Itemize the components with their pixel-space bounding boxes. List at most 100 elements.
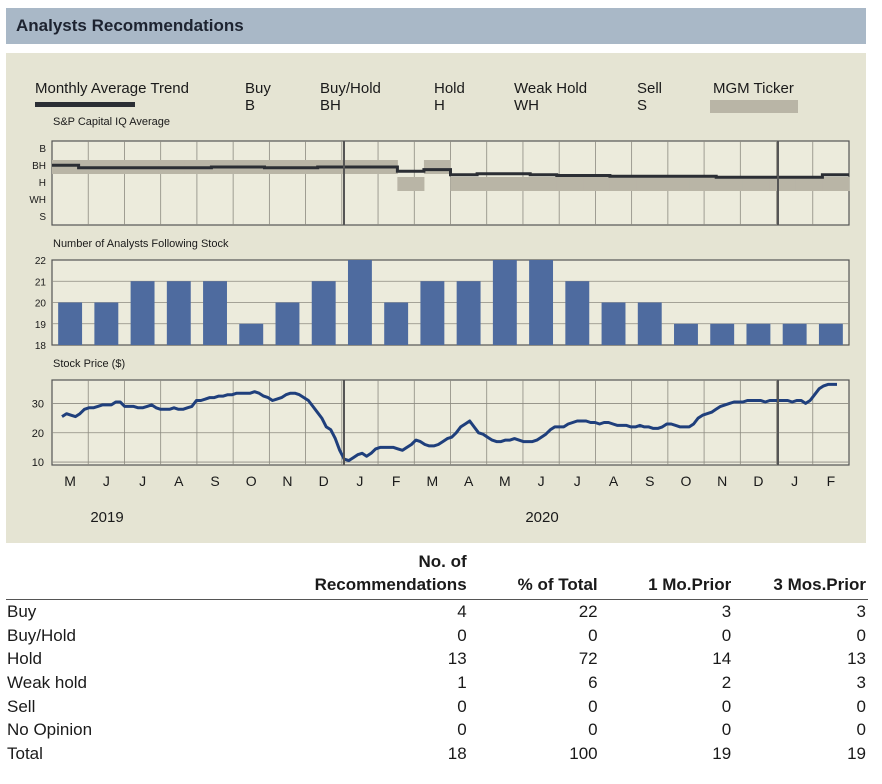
- ticker-band-segment: [716, 177, 744, 191]
- table-row: Sell 0 0 0 0: [6, 694, 868, 718]
- recommendations-table: No. of Recommendations % of Total 1 Mo.Pr…: [6, 550, 868, 765]
- analyst-count-bar: [492, 260, 517, 345]
- rating-y-label: B: [39, 144, 46, 155]
- month-label: F: [827, 473, 836, 489]
- row-prior1: 0: [721, 696, 732, 716]
- ticker-band-segment: [795, 177, 823, 191]
- legend-weak-hold-name: Weak Hold: [514, 80, 588, 97]
- bar-y-tick: 20: [35, 299, 47, 310]
- rating-trend-line: [52, 163, 849, 179]
- analyst-count-bar: [637, 302, 662, 345]
- table-header-prior3: 3 Mos.Prior: [773, 575, 866, 594]
- legend-buy-abbr: B: [245, 97, 256, 114]
- ticker-band-segment: [742, 177, 770, 191]
- row-pct: 22: [578, 602, 598, 622]
- month-label: N: [717, 473, 727, 489]
- ticker-band-segment: [663, 177, 691, 191]
- month-label: S: [210, 473, 219, 489]
- row-prior1: 19: [712, 743, 732, 763]
- row-prior1: 0: [721, 720, 732, 740]
- analyst-count-bar: [94, 302, 119, 345]
- row-count: 0: [457, 625, 467, 645]
- row-prior1: 14: [712, 649, 732, 669]
- table-header-blank: [6, 550, 303, 600]
- month-label: N: [282, 473, 292, 489]
- rating-chart: B BH H WH S: [29, 140, 850, 226]
- bar-y-tick: 22: [35, 256, 47, 267]
- bar-y-tick: 19: [35, 320, 47, 331]
- rating-y-label: WH: [29, 195, 46, 206]
- month-label: M: [499, 473, 511, 489]
- legend-buy-hold: Buy/Hold BH: [320, 80, 381, 114]
- legend-ticker-label: MGM Ticker: [713, 80, 794, 97]
- price-y-tick: 10: [32, 457, 44, 469]
- month-label: A: [464, 473, 474, 489]
- row-pct: 0: [588, 625, 598, 645]
- row-count: 1: [457, 673, 467, 693]
- legend-buy-hold-name: Buy/Hold: [320, 80, 381, 97]
- section-header: Analysts Recommendations: [6, 8, 866, 44]
- legend-sell: Sell S: [637, 80, 662, 114]
- analyst-count-bar: [311, 281, 336, 345]
- month-label: F: [392, 473, 401, 489]
- legend-sell-name: Sell: [637, 80, 663, 97]
- row-prior3: 3: [856, 673, 866, 693]
- analyst-count-bar: [818, 323, 843, 345]
- month-label: J: [139, 473, 146, 489]
- analysts-chart-title: Number of Analysts Following Stock: [53, 238, 229, 250]
- section-title: Analysts Recommendations: [16, 16, 244, 35]
- row-prior3: 0: [856, 625, 866, 645]
- year-label-2019: 2019: [90, 509, 123, 526]
- row-count: 0: [457, 720, 467, 740]
- row-prior3: 0: [856, 696, 866, 716]
- table-row: Total 18 100 19 19: [6, 742, 868, 766]
- ticker-band-segment: [503, 177, 531, 191]
- month-label: O: [246, 473, 257, 489]
- row-prior3: 13: [847, 649, 866, 669]
- ticker-band-segment: [609, 177, 637, 191]
- analyst-count-bar: [601, 302, 626, 345]
- table-header-count-line1: No. of: [418, 552, 467, 571]
- row-prior1: 3: [721, 602, 732, 622]
- rating-y-label: BH: [32, 161, 46, 172]
- row-pct: 100: [569, 743, 598, 763]
- row-label: Sell: [7, 696, 36, 716]
- row-pct: 0: [588, 696, 598, 716]
- price-chart-title: Stock Price ($): [53, 358, 125, 370]
- legend-weak-hold-abbr: WH: [514, 97, 539, 114]
- row-prior1: 2: [721, 673, 732, 693]
- month-label: J: [356, 473, 363, 489]
- table-header-pct: % of Total: [517, 575, 598, 594]
- legend-trend-label: Monthly Average Trend: [35, 80, 189, 97]
- month-label: D: [753, 473, 763, 489]
- month-label: M: [427, 473, 439, 489]
- legend-sub-label: S&P Capital IQ Average: [53, 116, 170, 128]
- year-label-2020: 2020: [525, 509, 558, 526]
- table-row: No Opinion 0 0 0 0: [6, 718, 868, 742]
- ticker-band-segment: [583, 177, 611, 191]
- row-count: 13: [447, 649, 467, 669]
- month-label: A: [174, 473, 184, 489]
- month-label: D: [319, 473, 329, 489]
- legend-buy-hold-abbr: BH: [320, 97, 341, 114]
- analyst-count-bar: [529, 260, 554, 345]
- analyst-count-bar: [203, 281, 227, 345]
- analyst-count-bar: [456, 281, 481, 345]
- analyst-count-bar: [674, 323, 698, 345]
- month-label: J: [103, 473, 110, 489]
- ticker-band-segment: [52, 160, 80, 174]
- month-label: J: [791, 473, 798, 489]
- ticker-band-segment: [423, 160, 451, 174]
- analyst-count-bar: [58, 302, 83, 345]
- analyst-count-bar: [347, 260, 372, 345]
- row-pct: 72: [578, 649, 598, 669]
- analyst-count-bar: [782, 323, 807, 345]
- legend-buy: Buy B: [245, 80, 271, 114]
- ticker-band-segment: [450, 177, 478, 191]
- bar-y-tick: 21: [35, 277, 47, 288]
- rating-y-label: H: [39, 178, 46, 189]
- analyst-count-bar: [275, 302, 300, 345]
- month-label: S: [645, 473, 654, 489]
- rating-y-label: S: [39, 212, 46, 223]
